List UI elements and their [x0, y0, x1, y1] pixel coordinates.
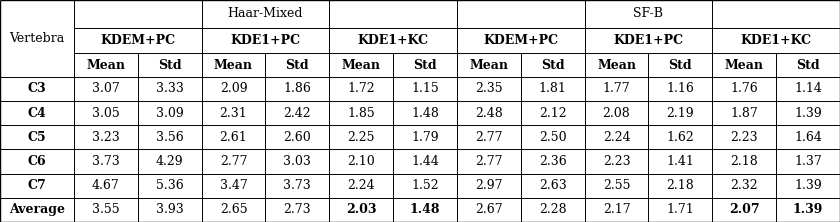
Text: Mean: Mean [470, 59, 508, 71]
Text: 2.19: 2.19 [667, 107, 694, 120]
Text: 1.87: 1.87 [730, 107, 759, 120]
Text: 2.28: 2.28 [539, 203, 566, 216]
Text: 1.39: 1.39 [794, 107, 822, 120]
Text: C7: C7 [28, 179, 46, 192]
Text: 2.07: 2.07 [729, 203, 759, 216]
Text: KDE1+PC: KDE1+PC [230, 34, 301, 47]
Text: 2.23: 2.23 [603, 155, 630, 168]
Text: Haar-Mixed: Haar-Mixed [228, 7, 303, 20]
Text: 1.39: 1.39 [793, 203, 823, 216]
Text: 1.48: 1.48 [410, 203, 440, 216]
Text: KDE1+PC: KDE1+PC [613, 34, 684, 47]
Text: Std: Std [413, 59, 437, 71]
Text: 1.14: 1.14 [794, 82, 822, 95]
Text: 2.55: 2.55 [603, 179, 630, 192]
Text: KDEM+PC: KDEM+PC [483, 34, 559, 47]
Text: 2.48: 2.48 [475, 107, 503, 120]
Text: 2.97: 2.97 [475, 179, 502, 192]
Text: 2.10: 2.10 [347, 155, 375, 168]
Text: Std: Std [158, 59, 181, 71]
Text: 4.29: 4.29 [156, 155, 183, 168]
Text: 2.35: 2.35 [475, 82, 502, 95]
Text: 3.07: 3.07 [92, 82, 120, 95]
Text: KDEM+PC: KDEM+PC [100, 34, 176, 47]
Text: 2.23: 2.23 [731, 131, 758, 144]
Text: 4.67: 4.67 [92, 179, 120, 192]
Text: Mean: Mean [342, 59, 381, 71]
Text: 2.24: 2.24 [348, 179, 375, 192]
Text: 1.81: 1.81 [538, 82, 567, 95]
Text: 1.15: 1.15 [411, 82, 439, 95]
Text: 3.73: 3.73 [92, 155, 120, 168]
Text: 1.62: 1.62 [666, 131, 695, 144]
Text: 1.76: 1.76 [730, 82, 759, 95]
Text: 1.52: 1.52 [412, 179, 438, 192]
Text: C6: C6 [28, 155, 46, 168]
Text: 2.24: 2.24 [603, 131, 630, 144]
Text: 1.16: 1.16 [666, 82, 695, 95]
Text: C3: C3 [28, 82, 46, 95]
Text: 2.50: 2.50 [539, 131, 566, 144]
Text: 2.03: 2.03 [346, 203, 376, 216]
Text: 1.72: 1.72 [348, 82, 375, 95]
Text: Mean: Mean [87, 59, 125, 71]
Text: 2.67: 2.67 [475, 203, 502, 216]
Text: 2.08: 2.08 [602, 107, 631, 120]
Text: 5.36: 5.36 [155, 179, 184, 192]
Text: 1.39: 1.39 [794, 179, 822, 192]
Text: 1.71: 1.71 [666, 203, 695, 216]
Text: 3.56: 3.56 [155, 131, 184, 144]
Text: 2.17: 2.17 [603, 203, 630, 216]
Text: 2.63: 2.63 [538, 179, 567, 192]
Text: 2.77: 2.77 [475, 155, 502, 168]
Text: 2.73: 2.73 [284, 203, 311, 216]
Text: 2.18: 2.18 [666, 179, 695, 192]
Text: 1.37: 1.37 [794, 155, 822, 168]
Text: 3.03: 3.03 [283, 155, 312, 168]
Text: 3.05: 3.05 [92, 107, 120, 120]
Text: 1.48: 1.48 [411, 107, 439, 120]
Text: KDE1+KC: KDE1+KC [741, 34, 811, 47]
Text: 1.64: 1.64 [794, 131, 822, 144]
Text: 2.77: 2.77 [220, 155, 247, 168]
Text: 2.09: 2.09 [220, 82, 247, 95]
Text: 2.25: 2.25 [348, 131, 375, 144]
Text: 2.60: 2.60 [283, 131, 312, 144]
Text: 3.55: 3.55 [92, 203, 119, 216]
Text: 2.36: 2.36 [538, 155, 567, 168]
Text: Std: Std [796, 59, 820, 71]
Text: 2.61: 2.61 [219, 131, 248, 144]
Text: 3.93: 3.93 [155, 203, 184, 216]
Text: 3.33: 3.33 [155, 82, 184, 95]
Text: 3.09: 3.09 [155, 107, 184, 120]
Text: 1.85: 1.85 [347, 107, 375, 120]
Text: Average: Average [9, 203, 65, 216]
Text: 2.77: 2.77 [475, 131, 502, 144]
Text: 3.47: 3.47 [219, 179, 248, 192]
Text: 2.31: 2.31 [219, 107, 248, 120]
Text: 1.41: 1.41 [666, 155, 695, 168]
Text: 1.44: 1.44 [411, 155, 439, 168]
Text: Std: Std [541, 59, 564, 71]
Text: 2.12: 2.12 [539, 107, 566, 120]
Text: 2.18: 2.18 [730, 155, 759, 168]
Text: 1.86: 1.86 [283, 82, 312, 95]
Text: 2.65: 2.65 [220, 203, 247, 216]
Text: Mean: Mean [214, 59, 253, 71]
Text: Std: Std [669, 59, 692, 71]
Text: 1.77: 1.77 [603, 82, 630, 95]
Text: Mean: Mean [725, 59, 764, 71]
Text: C5: C5 [28, 131, 46, 144]
Text: 2.32: 2.32 [731, 179, 758, 192]
Text: 2.42: 2.42 [284, 107, 311, 120]
Text: SF-B: SF-B [633, 7, 664, 20]
Text: 1.79: 1.79 [412, 131, 438, 144]
Text: KDE1+KC: KDE1+KC [358, 34, 428, 47]
Text: C4: C4 [28, 107, 46, 120]
Text: Std: Std [286, 59, 309, 71]
Text: 3.23: 3.23 [92, 131, 120, 144]
Text: Vertebra: Vertebra [9, 32, 65, 45]
Text: 3.73: 3.73 [283, 179, 312, 192]
Text: Mean: Mean [597, 59, 636, 71]
